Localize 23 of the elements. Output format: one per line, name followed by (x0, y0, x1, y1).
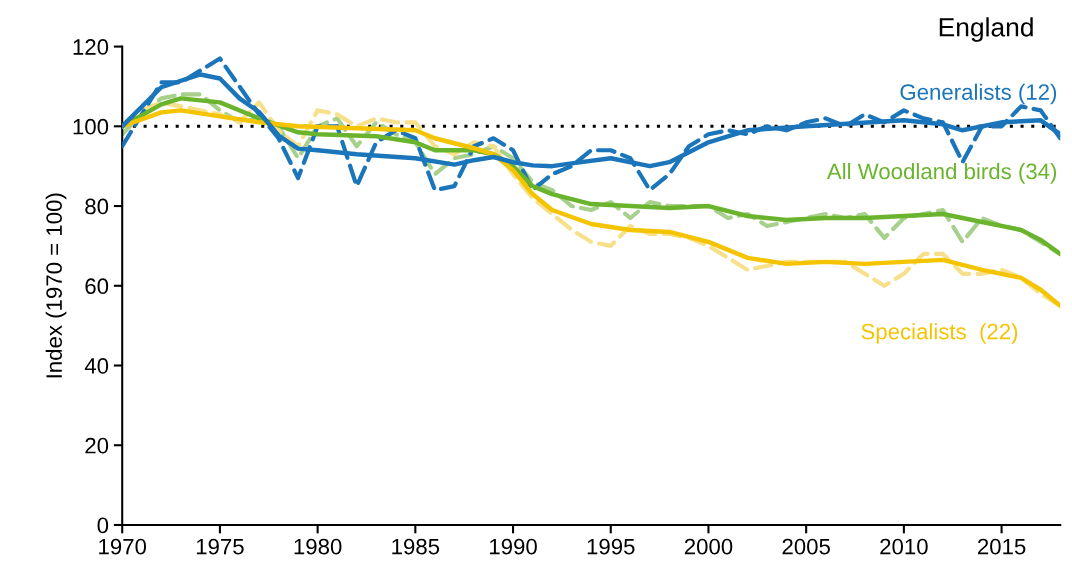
series-label: Specialists (22) (861, 323, 1018, 344)
series-label: Generalists (12) (900, 83, 1057, 105)
y-tick-label: 20 (85, 437, 109, 454)
series-label: All Woodland birds (34) (826, 162, 1057, 184)
x-tick-label: 1975 (196, 538, 244, 555)
y-tick-label: 60 (85, 278, 109, 295)
y-tick-label: 80 (85, 198, 109, 215)
x-tick-label: 1980 (294, 538, 342, 555)
line-series (122, 56, 1061, 193)
x-tick-label: 2015 (977, 538, 1026, 555)
x-tick-label: 1970 (99, 538, 147, 555)
y-tick-label: 120 (73, 39, 109, 55)
y-tick-label: 0 (97, 517, 109, 534)
y-axis-title: Index (1970 = 100) (45, 193, 67, 378)
x-tick-label: 2010 (880, 538, 928, 555)
x-tick-label: 1985 (392, 538, 440, 555)
x-tick-label: 2000 (684, 538, 733, 555)
x-tick-label: 1995 (587, 538, 635, 555)
chart-title: England (939, 17, 1033, 42)
y-tick-label: 40 (84, 358, 109, 374)
x-tick-label: 1990 (490, 538, 537, 555)
y-tick-label: 100 (73, 118, 109, 135)
x-tick-label: 2005 (782, 538, 830, 555)
